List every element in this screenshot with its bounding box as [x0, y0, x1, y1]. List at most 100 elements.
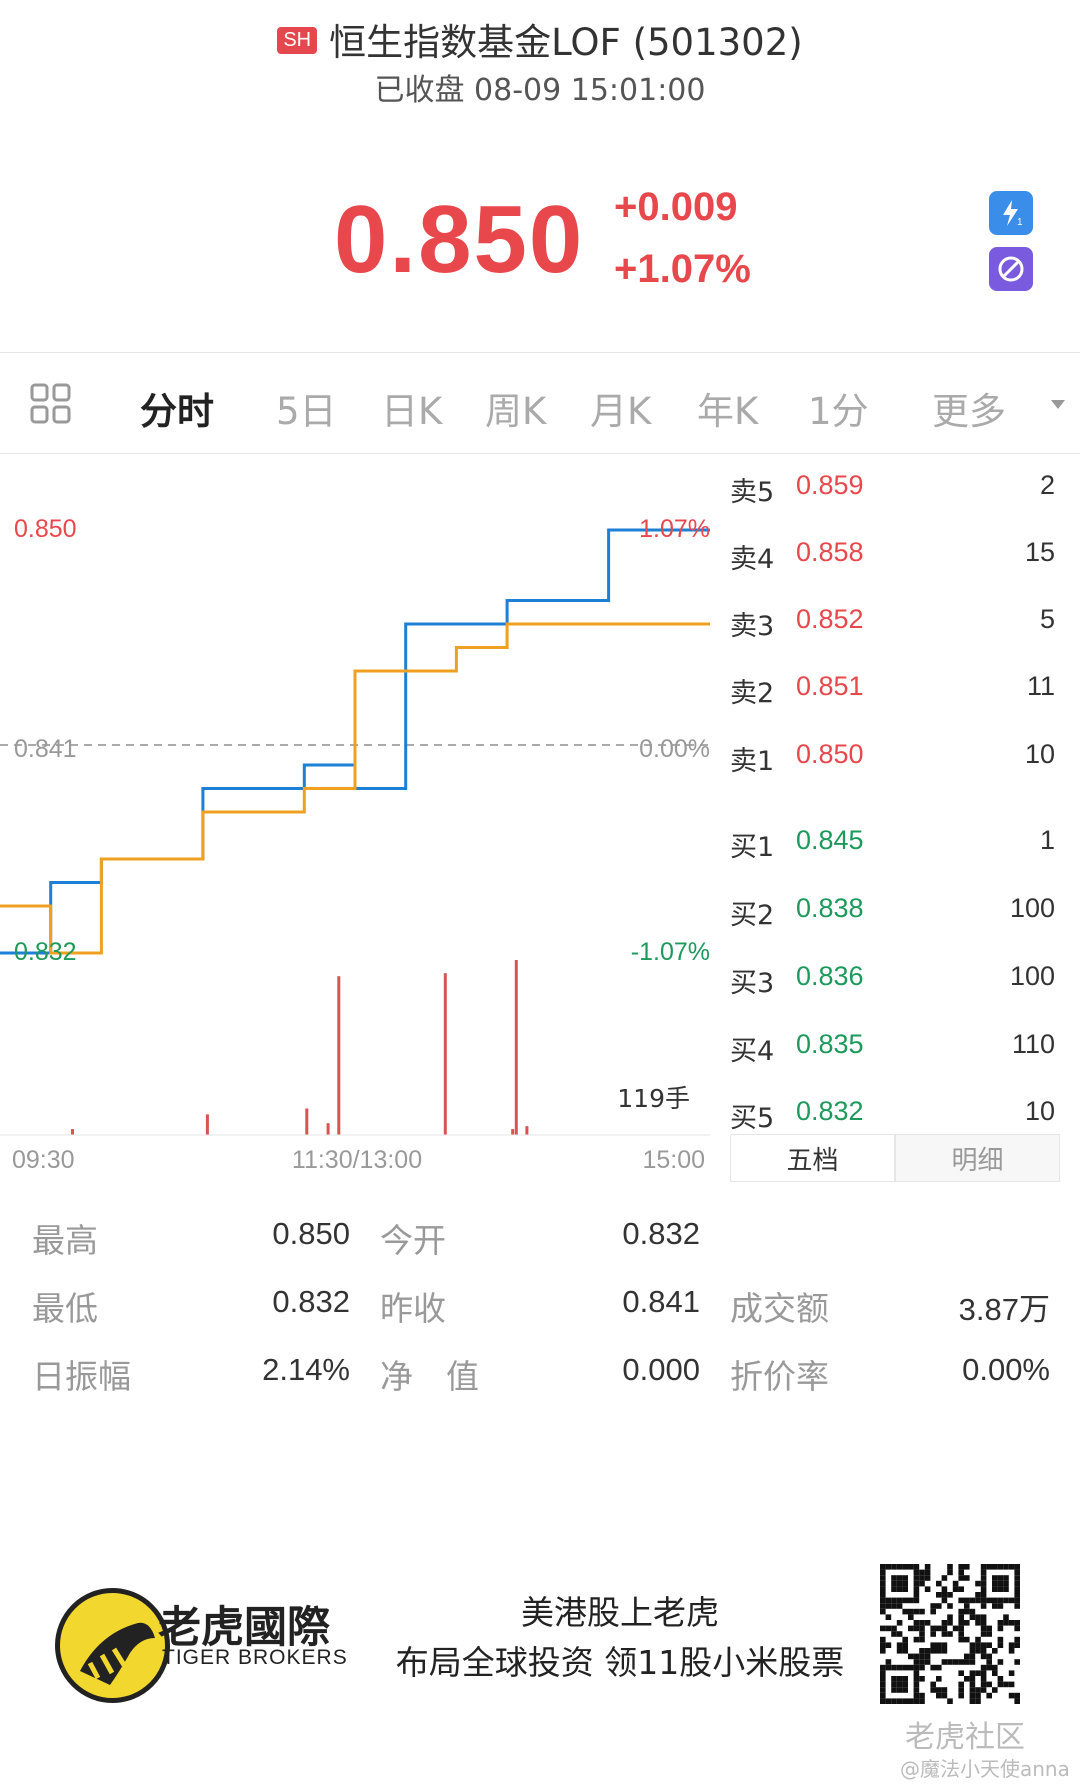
watermark-user: @魔法小天使anna — [900, 1757, 1070, 1781]
level-label: 卖1 — [730, 746, 775, 777]
stat-discount-label: 折价率 — [730, 1357, 829, 1396]
level-price: 0.850 — [796, 739, 864, 769]
level-label: 买5 — [730, 1103, 775, 1134]
ban-button[interactable] — [989, 247, 1033, 291]
period-tabs: 分时 5日 日K 周K 月K 年K 1分 更多 — [0, 355, 1080, 455]
tab-1min[interactable]: 1分 — [808, 390, 869, 433]
tab-intraday[interactable]: 分时 — [140, 390, 214, 433]
caret-down-icon[interactable] — [1050, 398, 1066, 410]
level-price: 0.845 — [796, 825, 864, 855]
axis-mid-pct: 0.00% — [639, 735, 710, 763]
stat-discount: 0.00% — [962, 1352, 1050, 1387]
ask-row[interactable]: 卖5 0.859 2 — [730, 470, 1055, 510]
axis-low-pct: -1.07% — [631, 938, 710, 966]
stat-prev-label: 昨收 — [380, 1289, 446, 1328]
level-label: 卖5 — [730, 477, 775, 508]
tab-weekly-k[interactable]: 周K — [485, 390, 547, 433]
level-label: 买1 — [730, 832, 775, 863]
level-price: 0.836 — [796, 961, 864, 991]
bid-row[interactable]: 买5 0.832 10 — [730, 1096, 1055, 1136]
time-mid: 11:30/13:00 — [292, 1146, 422, 1174]
grid-icon[interactable] — [30, 383, 72, 425]
fund-name: 恒生指数基金LOF (501302) — [329, 21, 803, 64]
last-price: 0.850 — [334, 186, 585, 293]
level-price: 0.835 — [796, 1029, 864, 1059]
stat-nav-label: 净 值 — [380, 1357, 479, 1396]
ask-row[interactable]: 卖3 0.852 5 — [730, 604, 1055, 644]
volume-bar — [337, 976, 341, 1135]
tab-five-levels[interactable]: 五档 — [730, 1134, 895, 1182]
level-volume: 2 — [1039, 470, 1055, 500]
flash-icon: 1 — [1003, 200, 1023, 228]
level-price: 0.859 — [796, 470, 864, 500]
level-volume: 15 — [1024, 537, 1055, 567]
tab-5day[interactable]: 5日 — [276, 390, 337, 433]
bid-row[interactable]: 买1 0.845 1 — [730, 825, 1055, 865]
ask-row[interactable]: 卖1 0.850 10 — [730, 739, 1055, 779]
level-volume: 5 — [1039, 604, 1055, 634]
level-volume: 1 — [1039, 825, 1055, 855]
ask-row[interactable]: 卖2 0.851 11 — [730, 671, 1055, 711]
divider — [0, 352, 1080, 353]
brand-name-en: TIGER BROKERS — [162, 1646, 348, 1669]
tab-trade-detail[interactable]: 明细 — [895, 1134, 1060, 1182]
bid-row[interactable]: 买4 0.835 110 — [730, 1029, 1055, 1069]
flash-trade-button[interactable]: 1 — [989, 191, 1033, 235]
level-volume: 100 — [1009, 893, 1055, 923]
level-label: 卖3 — [730, 611, 775, 642]
svg-text:1: 1 — [1017, 217, 1023, 228]
price-change-pct: +1.07% — [614, 247, 751, 291]
stat-low-label: 最低 — [32, 1289, 98, 1328]
level-price: 0.832 — [796, 1096, 864, 1126]
brand-name-cn: 老虎國際 — [158, 1603, 330, 1653]
volume-max-label: 119手 — [617, 1084, 690, 1113]
level-price: 0.852 — [796, 604, 864, 634]
volume-bar — [511, 1129, 515, 1135]
promo-line-2: 布局全球投资 领11股小米股票 — [395, 1643, 845, 1682]
tab-more[interactable]: 更多 — [932, 390, 1006, 433]
level-price: 0.851 — [796, 671, 864, 701]
page-title: SH 恒生指数基金LOF (501302) — [0, 12, 1080, 66]
ban-icon — [998, 256, 1024, 282]
level-volume: 10 — [1024, 1096, 1055, 1126]
price-change: +0.009 — [614, 185, 738, 229]
stat-high: 0.850 — [272, 1216, 350, 1251]
time-start: 09:30 — [12, 1146, 75, 1174]
volume-bar — [443, 973, 447, 1135]
tab-yearly-k[interactable]: 年K — [697, 390, 759, 433]
axis-mid-price: 0.841 — [14, 735, 77, 763]
axis-low-price: 0.832 — [14, 938, 77, 966]
market-status: 已收盘 08-09 15:01:00 — [374, 73, 706, 108]
divider — [0, 453, 1080, 454]
level-price: 0.838 — [796, 893, 864, 923]
avg-price-line — [0, 622, 710, 955]
stat-amplitude: 2.14% — [262, 1352, 350, 1387]
watermark: 老虎社区 — [905, 1720, 1025, 1755]
qr-code — [880, 1564, 1020, 1704]
stat-high-label: 最高 — [32, 1221, 98, 1260]
axis-high-pct: 1.07% — [639, 515, 710, 543]
ask-row[interactable]: 卖4 0.858 15 — [730, 537, 1055, 577]
intraday-chart[interactable]: 0.850 1.07% 0.841 0.00% 0.832 -1.07% 119… — [0, 455, 720, 1175]
bid-row[interactable]: 买3 0.836 100 — [730, 961, 1055, 1001]
tiger-logo — [55, 1588, 170, 1703]
exchange-badge: SH — [277, 27, 318, 54]
stat-open: 0.832 — [622, 1216, 700, 1251]
stat-turnover: 3.87万 — [958, 1292, 1050, 1327]
level-label: 卖4 — [730, 544, 775, 575]
promo-line-1: 美港股上老虎 — [521, 1593, 719, 1632]
stat-amp-label: 日振幅 — [32, 1357, 131, 1396]
level-volume: 10 — [1024, 739, 1055, 769]
time-end: 15:00 — [642, 1146, 705, 1174]
level-label: 买4 — [730, 1036, 775, 1067]
level-volume: 11 — [1026, 671, 1055, 701]
stat-prev-close: 0.841 — [622, 1284, 700, 1319]
stat-low: 0.832 — [272, 1284, 350, 1319]
stat-nav: 0.000 — [622, 1352, 700, 1387]
bid-row[interactable]: 买2 0.838 100 — [730, 893, 1055, 933]
level-volume: 100 — [1009, 961, 1055, 991]
tab-monthly-k[interactable]: 月K — [590, 390, 652, 433]
volume-bar — [326, 1123, 330, 1135]
tiger-icon — [80, 1622, 155, 1685]
tab-daily-k[interactable]: 日K — [381, 390, 443, 433]
